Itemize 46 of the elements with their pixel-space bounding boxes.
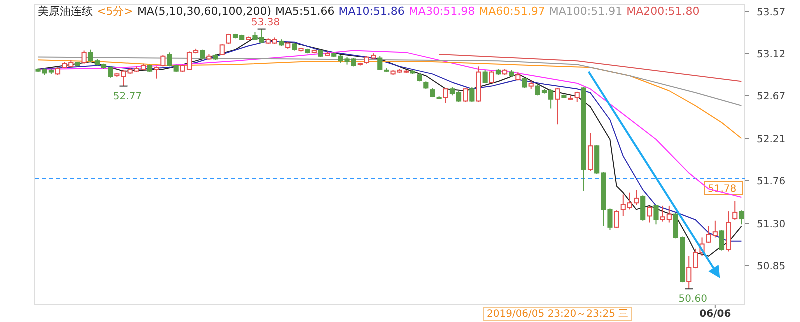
chart-title: 美原油连续	[38, 5, 93, 18]
candlestick	[640, 195, 646, 222]
candlestick	[160, 54, 166, 68]
legend-title: MA(5,10,30,60,100,200)	[137, 5, 272, 18]
candlestick	[732, 200, 738, 220]
candlestick	[489, 70, 494, 84]
text: MA5:51.66	[276, 5, 335, 18]
annotation: 52.77	[113, 91, 142, 102]
candlestick	[647, 205, 652, 224]
candlestick	[739, 210, 744, 226]
candlestick	[574, 91, 580, 103]
y-tick-label: 50.85	[757, 262, 786, 273]
text: MA10:51.86	[338, 5, 405, 18]
candlestick	[226, 33, 232, 45]
x-tick-label: 06/06	[700, 309, 732, 320]
ref-line-label: 51.78	[708, 184, 737, 195]
y-tick-label: 51.30	[757, 220, 786, 231]
line-series	[38, 56, 742, 106]
text: 2019/06/05 23:20～23:25 三	[487, 309, 629, 320]
candlestick	[555, 88, 560, 126]
candlestick	[482, 70, 488, 84]
candlestick	[154, 66, 160, 80]
candlestick	[654, 204, 659, 226]
candlestick	[614, 210, 620, 229]
candlestick	[82, 50, 87, 64]
text: MA200:51.80	[626, 5, 700, 18]
candlestick	[430, 88, 436, 98]
annotation: 50.60	[678, 294, 708, 306]
line-series	[38, 60, 742, 140]
y-tick-label: 51.76	[757, 176, 786, 188]
y-tick-label: 53.12	[757, 50, 786, 61]
candlestick	[522, 77, 528, 89]
candlestick	[719, 230, 725, 252]
text: MA60:51.97	[479, 5, 546, 18]
candlestick	[463, 88, 468, 103]
text: MA30:51.98	[408, 5, 476, 18]
chart-subtitle: <5分>	[97, 5, 134, 18]
candlestick	[378, 56, 383, 71]
text: MA100:51.91	[549, 5, 623, 18]
y-tick-label: 52.21	[757, 134, 786, 146]
candlestick	[470, 86, 475, 103]
y-tick-label: 53.57	[757, 8, 786, 19]
candlestick	[588, 132, 594, 172]
y-tick-label: 52.67	[757, 92, 786, 103]
annotation: 53.38	[251, 17, 280, 28]
candlestick	[443, 88, 448, 104]
